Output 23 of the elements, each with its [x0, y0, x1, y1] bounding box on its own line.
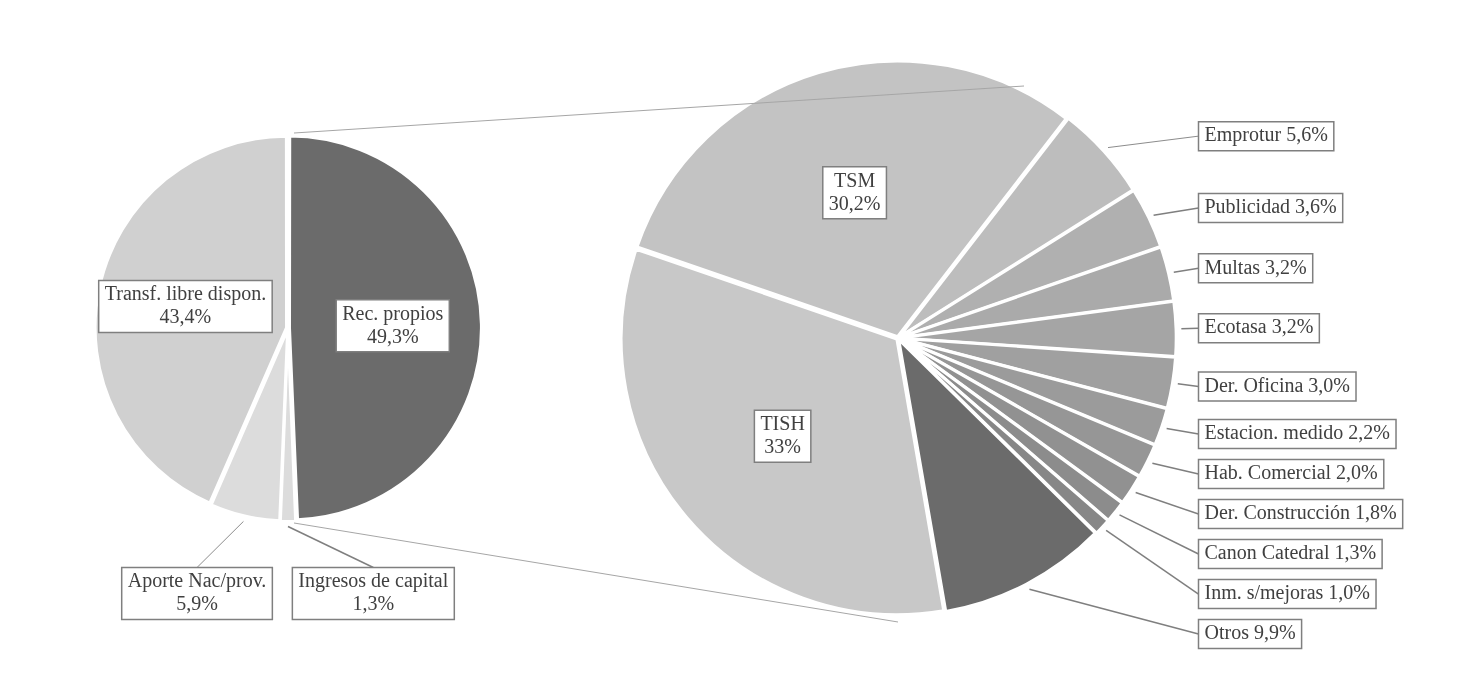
slice-label: Rec. propios: [342, 301, 444, 325]
slice-label: Der. Oficina 3,0%: [1204, 373, 1351, 396]
slice-label: Multas 3,2%: [1204, 255, 1307, 278]
data-label: 1,3%: [352, 592, 395, 615]
data-label: 43,4%: [159, 305, 212, 328]
slice-label: Emprotur 5,6%: [1204, 123, 1328, 147]
slice-label: Inm. s/mejoras 1,0%: [1204, 581, 1371, 605]
data-label: 5,9%: [176, 592, 218, 615]
slice-label: TISH: [760, 411, 805, 434]
slice-label: Aporte Nac/prov.: [127, 569, 267, 593]
data-label: 33%: [764, 434, 801, 457]
slice-label: TSM: [834, 168, 876, 191]
data-label: 49,3%: [366, 324, 419, 347]
slice-label: Ecotasa 3,2%: [1204, 315, 1314, 338]
slice-label: Estacion. medido 2,2%: [1204, 421, 1391, 444]
slice-label: Canon Catedral 1,3%: [1204, 541, 1377, 564]
slice-label: Otros 9,9%: [1204, 621, 1296, 644]
slice-label: Hab. Comercial 2,0%: [1204, 461, 1378, 484]
data-label: 30,2%: [828, 191, 881, 214]
slice-label: Publicidad 3,6%: [1204, 195, 1337, 218]
slice-label: Ingresos de capital: [298, 569, 449, 593]
slice-label: Transf. libre dispon.: [104, 282, 267, 306]
slice-label: Der. Construcción 1,8%: [1204, 501, 1397, 524]
